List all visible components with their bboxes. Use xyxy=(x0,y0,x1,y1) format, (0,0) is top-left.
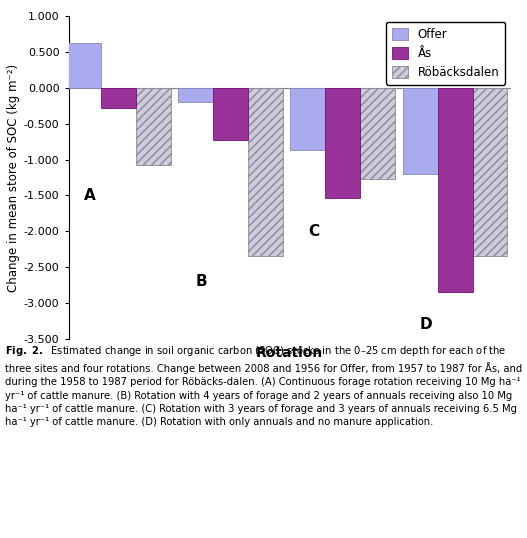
Bar xyxy=(473,88,508,256)
Bar xyxy=(437,88,473,292)
Bar xyxy=(248,88,283,256)
Bar xyxy=(178,88,213,102)
Bar xyxy=(403,88,437,174)
X-axis label: Rotation: Rotation xyxy=(256,346,324,360)
Y-axis label: Change in mean store of SOC (kg m⁻²): Change in mean store of SOC (kg m⁻²) xyxy=(6,63,19,292)
Text: C: C xyxy=(309,224,320,239)
Bar xyxy=(325,88,360,199)
Text: B: B xyxy=(196,274,208,289)
Bar xyxy=(213,88,248,139)
Text: $\bf{Fig.\ 2.}$  Estimated change in soil organic carbon (SOC) stocks in the 0–2: $\bf{Fig.\ 2.}$ Estimated change in soil… xyxy=(5,344,522,427)
Bar xyxy=(66,44,101,88)
Bar xyxy=(101,88,136,108)
Legend: Offer, Ås, Röbäcksdalen: Offer, Ås, Röbäcksdalen xyxy=(386,22,505,85)
Bar xyxy=(290,88,325,150)
Bar xyxy=(136,88,171,165)
Text: A: A xyxy=(84,188,95,203)
Text: D: D xyxy=(420,317,433,332)
Bar xyxy=(360,88,395,179)
